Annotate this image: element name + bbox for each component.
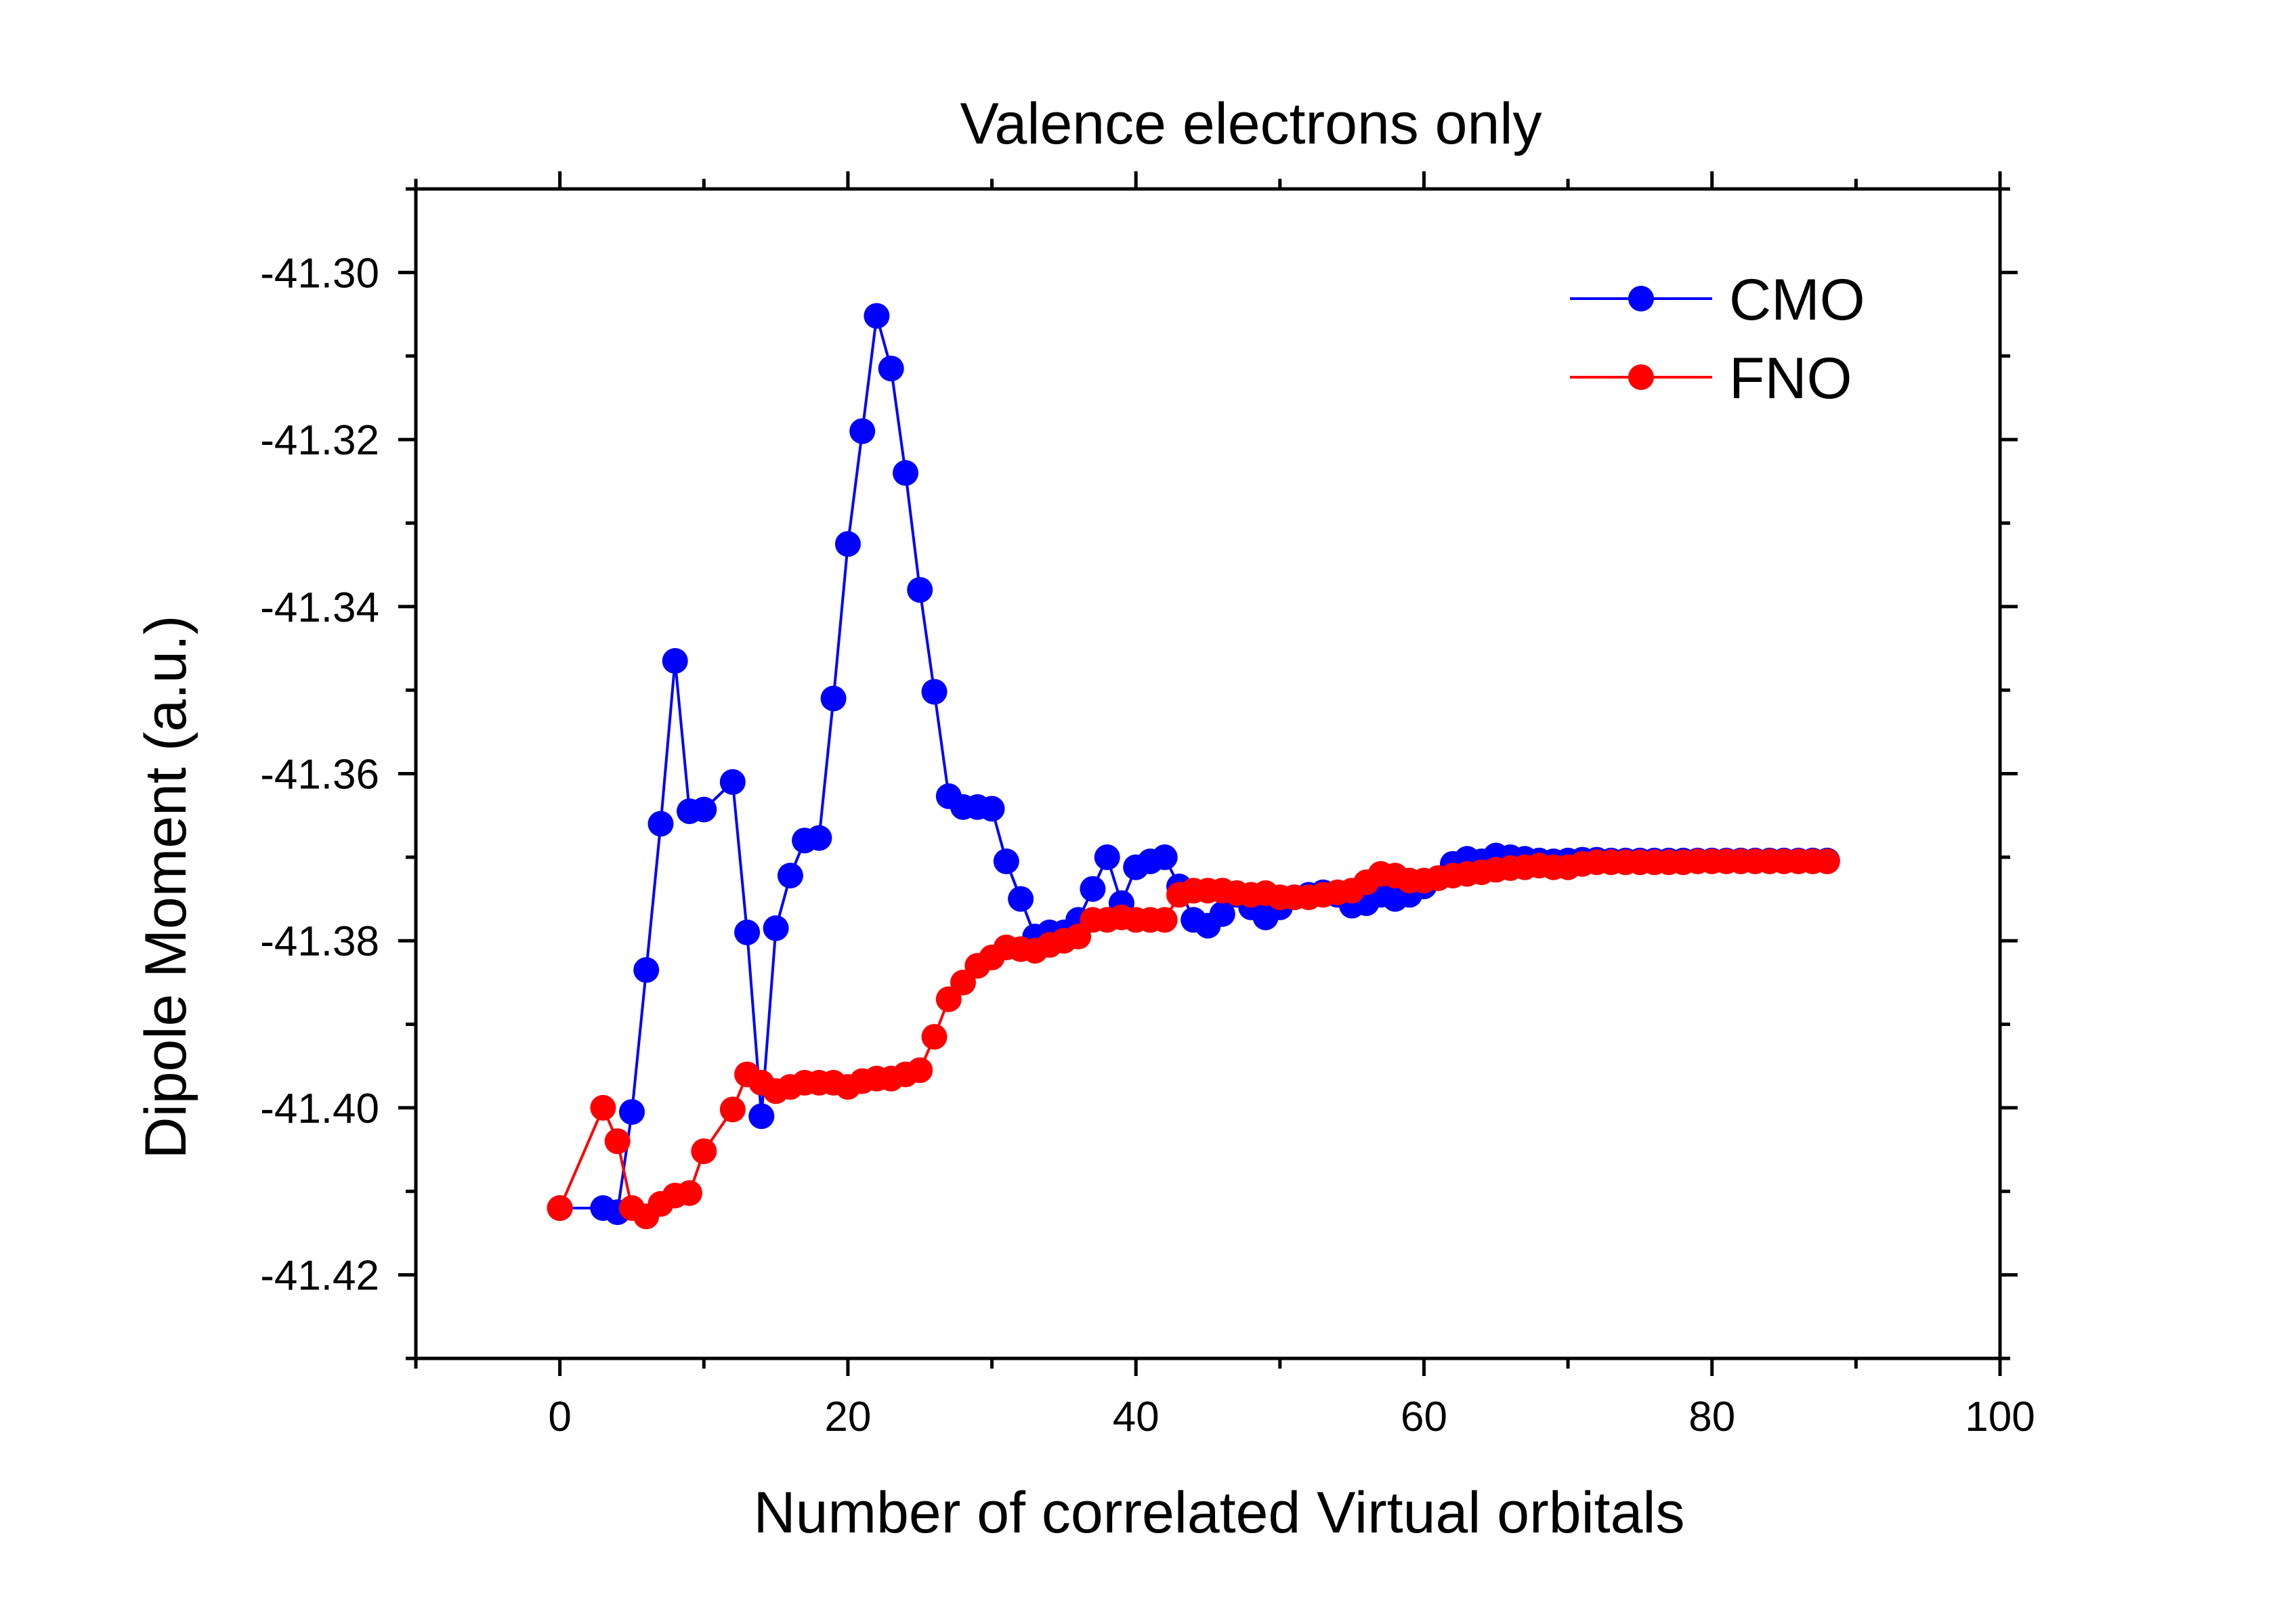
legend-fno-marker xyxy=(1628,364,1654,390)
y-tick-label: -41.36 xyxy=(260,752,379,798)
legend-item-fno: FNO xyxy=(1570,346,1852,411)
data-point-cmo xyxy=(777,863,803,888)
data-point-cmo xyxy=(691,796,717,823)
data-point-cmo xyxy=(1080,876,1106,902)
legend-fno-label: FNO xyxy=(1729,346,1852,411)
data-point-cmo xyxy=(834,531,861,557)
data-point-fno xyxy=(950,969,976,995)
data-point-fno xyxy=(677,1180,702,1206)
data-point-cmo xyxy=(979,796,1005,822)
data-point-fno xyxy=(921,1024,948,1050)
data-point-fno xyxy=(590,1094,616,1121)
data-point-cmo xyxy=(1209,901,1235,927)
data-point-fno xyxy=(719,1096,746,1123)
data-point-fno xyxy=(691,1138,717,1165)
data-point-cmo xyxy=(806,825,832,851)
data-point-fno xyxy=(935,986,962,1012)
data-point-cmo xyxy=(820,685,847,712)
data-point-cmo xyxy=(719,769,746,795)
plot-area: 0 20 40 60 80 100 -41.42 -41.40 -41.38 -41.36 -41.… xyxy=(260,171,2035,1440)
legend-cmo-label: CMO xyxy=(1729,267,1865,332)
data-point-cmo xyxy=(633,957,660,983)
legend-item-cmo: CMO xyxy=(1570,267,1865,332)
data-point-fno xyxy=(1151,907,1178,933)
y-axis-label: Dipole Moment (a.u.) xyxy=(133,616,198,1159)
x-tick-label: 60 xyxy=(1401,1394,1447,1440)
data-point-cmo xyxy=(1008,886,1034,912)
data-point-cmo xyxy=(763,915,789,941)
data-point-cmo xyxy=(993,849,1019,874)
data-point-cmo xyxy=(1151,844,1178,870)
data-point-fno xyxy=(1814,849,1840,874)
x-tick-label: 40 xyxy=(1113,1394,1160,1440)
y-tick-label: -41.34 xyxy=(260,584,379,631)
x-tick-label: 80 xyxy=(1688,1394,1735,1440)
data-point-cmo xyxy=(734,919,761,945)
x-tick-label: 20 xyxy=(824,1394,871,1440)
data-point-fno xyxy=(907,1057,933,1083)
y-tick-label: -41.40 xyxy=(260,1086,379,1132)
data-point-cmo xyxy=(864,303,890,329)
y-tick-label: -41.42 xyxy=(260,1253,379,1299)
data-point-cmo xyxy=(748,1103,775,1130)
legend-cmo-marker xyxy=(1628,286,1654,312)
x-tick-label: 0 xyxy=(548,1394,571,1440)
y-tick-label: -41.32 xyxy=(260,417,379,464)
data-point-cmo xyxy=(849,418,876,444)
x-axis-label: Number of correlated Virtual orbitals xyxy=(753,1480,1684,1545)
data-point-cmo xyxy=(647,811,674,837)
data-point-cmo xyxy=(907,577,933,603)
data-point-fno xyxy=(547,1195,573,1221)
chart-title: Valence electrons only xyxy=(960,91,1542,156)
data-point-cmo xyxy=(1094,844,1120,870)
legend: CMO FNO xyxy=(1570,267,1865,411)
data-point-cmo xyxy=(619,1099,645,1125)
x-tick-label: 100 xyxy=(1965,1394,2035,1440)
data-point-cmo xyxy=(921,679,948,705)
data-point-cmo xyxy=(878,356,904,382)
y-tick-label: -41.30 xyxy=(260,250,379,297)
data-point-fno xyxy=(604,1128,631,1155)
data-point-cmo xyxy=(662,648,688,674)
data-point-fno xyxy=(1065,924,1092,949)
data-point-cmo xyxy=(893,460,918,486)
y-tick-label: -41.38 xyxy=(260,918,379,965)
